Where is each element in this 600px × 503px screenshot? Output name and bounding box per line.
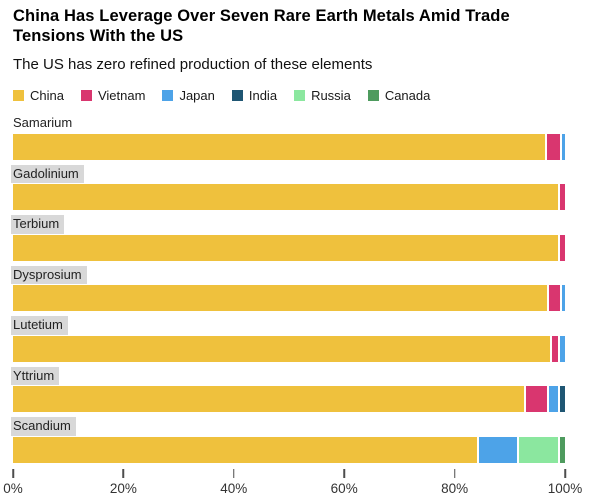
bar-segment-china bbox=[13, 335, 551, 362]
legend-swatch-china bbox=[13, 89, 24, 101]
x-axis-tick-mark bbox=[564, 469, 566, 479]
legend: China Vietnam Japan India Russia Canada bbox=[13, 88, 600, 103]
bar-lutetium bbox=[13, 335, 565, 362]
legend-item-japan: Japan bbox=[162, 87, 215, 103]
legend-item-canada: Canada bbox=[367, 87, 431, 103]
x-axis: 0% 20% 40% 60% 80% 100% bbox=[3, 469, 582, 503]
legend-label: Japan bbox=[179, 87, 215, 103]
legend-item-india: India bbox=[231, 87, 278, 103]
legend-swatch-vietnam bbox=[80, 89, 92, 101]
bar-row-samarium: Samarium bbox=[13, 114, 566, 160]
x-axis-tick-label: 60% bbox=[330, 481, 358, 497]
legend-swatch-canada bbox=[367, 89, 379, 101]
bar-segment-russia bbox=[519, 437, 558, 464]
bar-segment-vietnam bbox=[559, 184, 565, 211]
legend-label: Russia bbox=[311, 87, 351, 103]
legend-item-russia: Russia bbox=[294, 88, 351, 103]
bar-gadolinium bbox=[13, 184, 565, 211]
bar-label: Scandium bbox=[11, 417, 76, 437]
bar-segment-china bbox=[13, 285, 548, 312]
bar-label: Yttrium bbox=[11, 366, 60, 386]
legend-item-vietnam: Vietnam bbox=[80, 87, 146, 103]
bar-segment-china bbox=[13, 184, 558, 211]
stacked-bar-chart: Samarium Gadolinium Terbium Dysprosium Lutet… bbox=[11, 114, 566, 464]
bar-segment-japan bbox=[559, 335, 565, 362]
x-axis-tick-mark bbox=[122, 469, 125, 479]
bar-dysprosium bbox=[13, 285, 565, 312]
x-axis-tick-label: 0% bbox=[3, 481, 23, 497]
bar-row-dysprosium: Dysprosium bbox=[11, 265, 565, 312]
bar-segment-china bbox=[13, 386, 524, 413]
page-subtitle: The US has zero refined production of th… bbox=[13, 55, 373, 73]
legend-swatch-japan bbox=[162, 89, 174, 101]
bar-yttrium bbox=[13, 386, 565, 413]
bar-label: Gadolinium bbox=[11, 164, 84, 184]
x-axis-tick-mark bbox=[233, 469, 235, 479]
x-axis-tick-label: 80% bbox=[441, 481, 469, 497]
bar-samarium bbox=[13, 133, 566, 160]
bar-segment-vietnam bbox=[525, 386, 548, 413]
bar-row-yttrium: Yttrium bbox=[11, 366, 565, 413]
bar-segment-china bbox=[13, 437, 478, 464]
bar-segment-japan bbox=[479, 437, 518, 464]
x-axis-tick-label: 20% bbox=[109, 481, 137, 497]
bar-label: Samarium bbox=[13, 114, 73, 130]
legend-label: Vietnam bbox=[97, 87, 146, 103]
x-axis-tick-label: 100% bbox=[547, 481, 583, 497]
bar-scandium bbox=[13, 437, 565, 464]
x-axis-tick-label: 40% bbox=[220, 481, 248, 497]
legend-item-china: China bbox=[13, 88, 64, 103]
legend-label: Canada bbox=[384, 87, 431, 103]
bar-segment-japan bbox=[549, 386, 558, 413]
page-title: China Has Leverage Over Seven Rare Earth… bbox=[13, 7, 510, 46]
x-axis-tick-mark bbox=[453, 469, 456, 479]
bar-segment-vietnam bbox=[559, 234, 565, 261]
bar-segment-japan bbox=[562, 133, 566, 160]
bar-row-terbium: Terbium bbox=[11, 215, 565, 261]
bar-row-gadolinium: Gadolinium bbox=[11, 164, 565, 211]
bar-label: Lutetium bbox=[11, 316, 68, 335]
bar-segment-vietnam bbox=[549, 285, 561, 312]
bar-row-scandium: Scandium bbox=[11, 417, 565, 464]
bar-segment-canada bbox=[559, 437, 565, 464]
legend-label: China bbox=[30, 87, 64, 103]
bar-segment-japan bbox=[562, 285, 565, 312]
bar-segment-vietnam bbox=[546, 133, 561, 160]
legend-swatch-russia bbox=[294, 89, 306, 101]
bar-label: Dysprosium bbox=[11, 265, 87, 285]
x-axis-tick-mark bbox=[12, 469, 14, 479]
bar-segment-india bbox=[559, 386, 565, 413]
bar-label: Terbium bbox=[11, 215, 65, 234]
legend-label: India bbox=[248, 87, 278, 103]
bar-segment-vietnam bbox=[552, 335, 558, 362]
x-axis-tick-mark bbox=[343, 469, 345, 479]
bar-terbium bbox=[13, 234, 565, 261]
bar-row-lutetium: Lutetium bbox=[11, 316, 565, 362]
legend-swatch-india bbox=[231, 89, 243, 101]
bar-segment-china bbox=[13, 234, 558, 261]
bar-segment-china bbox=[13, 133, 545, 160]
